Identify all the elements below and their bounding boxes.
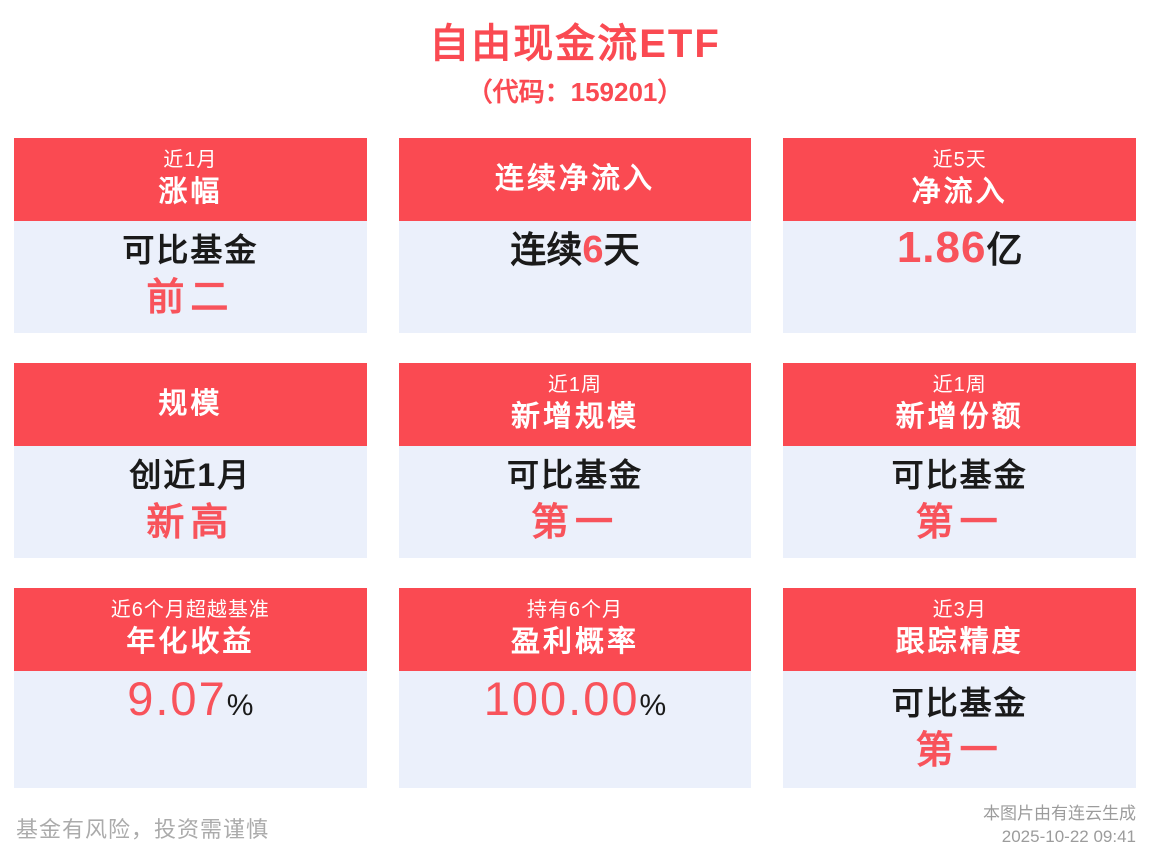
card-header: 连续净流入 — [398, 137, 752, 221]
card-highlight-value: 6 — [582, 228, 604, 271]
card-metric-label: 盈利概率 — [510, 626, 639, 659]
card-body-text: 可比基金 — [506, 457, 643, 494]
card-highlight-value: 第一 — [915, 502, 1004, 545]
stat-card-1w-new-shares: 近1周 新增份额 可比基金 第一 — [783, 362, 1136, 558]
card-header: 持有6个月 盈利概率 — [398, 587, 752, 671]
card-highlight-value: 9.07 — [127, 671, 227, 725]
card-header: 近3月 跟踪精度 — [783, 587, 1136, 671]
generator-source: 本图片由有连云生成 — [983, 804, 1136, 824]
card-body: 创近1月 新高 — [14, 445, 367, 558]
card-body: 可比基金 第一 — [783, 670, 1136, 788]
card-body: 1.86 亿 — [783, 220, 1136, 333]
card-metric-label: 新增份额 — [895, 401, 1024, 434]
card-header: 近6个月超越基准 年化收益 — [14, 587, 367, 671]
card-body-text: 可比基金 — [891, 457, 1028, 494]
card-header: 近1周 新增规模 — [398, 362, 752, 446]
stat-card-1m-change: 近1月 涨幅 可比基金 前二 — [14, 137, 367, 333]
card-body-text: 连续 — [510, 228, 583, 270]
card-highlight-value: 第一 — [915, 729, 1004, 772]
card-period-label: 近1月 — [163, 149, 218, 172]
stat-card-profit-probability: 持有6个月 盈利概率 100.00% — [398, 587, 752, 788]
card-body: 可比基金 第一 — [398, 445, 752, 558]
stat-card-5d-net-inflow: 近5天 净流入 1.86 亿 — [783, 137, 1136, 333]
card-metric-label: 净流入 — [911, 176, 1008, 209]
card-metric-label: 跟踪精度 — [895, 626, 1024, 659]
generator-stamp: 本图片由有连云生成 2025-10-22 09:41 — [983, 803, 1136, 849]
card-body-text: 天 — [603, 228, 640, 270]
card-metric-label: 新增规模 — [510, 401, 639, 434]
card-body-text: 可比基金 — [122, 232, 259, 269]
card-unit-label: % — [226, 688, 254, 722]
card-highlight-value: 1.86 — [896, 222, 987, 272]
card-body: 100.00% — [398, 670, 752, 788]
card-period-label: 近3月 — [932, 599, 987, 622]
card-unit-label: % — [639, 688, 667, 722]
stat-card-annualized-return: 近6个月超越基准 年化收益 9.07% — [14, 587, 367, 788]
card-highlight-value: 新高 — [146, 502, 235, 545]
card-period-label: 近1周 — [932, 374, 987, 397]
card-metric-label: 涨幅 — [158, 176, 223, 209]
card-body: 可比基金 前二 — [14, 220, 367, 333]
card-metric-label: 规模 — [158, 387, 223, 420]
card-period-label: 持有6个月 — [526, 599, 624, 622]
risk-disclaimer: 基金有风险，投资需谨慎 — [16, 817, 270, 842]
card-body: 可比基金 第一 — [783, 445, 1136, 558]
card-period-label: 近1周 — [547, 374, 603, 397]
page-title: 自由现金流ETF — [429, 22, 721, 66]
card-metric-label: 年化收益 — [126, 626, 255, 659]
card-header: 近1周 新增份额 — [783, 362, 1136, 446]
card-header: 规模 — [14, 362, 367, 446]
stat-card-1w-new-scale: 近1周 新增规模 可比基金 第一 — [398, 362, 752, 558]
card-period-label: 近6个月超越基准 — [110, 599, 270, 622]
card-highlight-value: 第一 — [530, 502, 619, 545]
card-header: 近1月 涨幅 — [14, 137, 367, 221]
stat-card-scale: 规模 创近1月 新高 — [14, 362, 367, 558]
card-body-text: 创近1月 — [129, 457, 252, 494]
card-header: 近5天 净流入 — [783, 137, 1136, 221]
card-body: 9.07% — [14, 670, 367, 788]
fund-code-subtitle: （代码：159201） — [466, 77, 684, 107]
stat-card-consecutive-inflow: 连续净流入 连续 6 天 — [398, 137, 752, 333]
generator-timestamp: 2025-10-22 09:41 — [1001, 827, 1136, 847]
card-highlight-value: 100.00 — [483, 671, 640, 725]
stat-card-grid: 近1月 涨幅 可比基金 前二 连续净流入 连续 6 天 近5天 净流入 1.86 亿 … — [14, 137, 1136, 788]
card-highlight-value: 前二 — [146, 277, 235, 320]
card-body-text: 可比基金 — [891, 684, 1028, 721]
card-unit-label: 亿 — [986, 228, 1023, 270]
card-body: 连续 6 天 — [398, 220, 752, 333]
card-period-label: 近5天 — [932, 149, 987, 172]
stat-card-tracking-accuracy: 近3月 跟踪精度 可比基金 第一 — [783, 587, 1136, 788]
card-metric-label: 连续净流入 — [494, 162, 655, 195]
